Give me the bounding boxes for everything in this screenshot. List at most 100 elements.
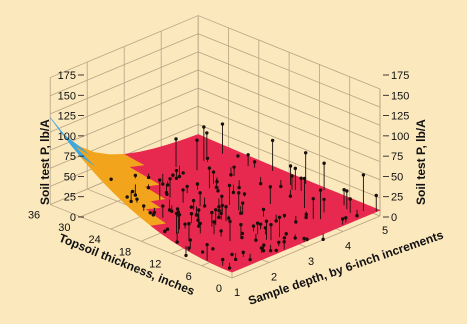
data-point [148,211,152,215]
depth-tick-label: 2 [271,272,277,284]
data-point [205,131,209,135]
data-point [261,207,266,212]
z-tick-label-left: 50 [64,171,76,183]
data-points [109,122,378,270]
data-point [174,137,178,141]
data-point [200,250,205,254]
data-point [345,189,349,193]
data-point [268,248,273,253]
data-point [189,205,194,209]
data-point [207,166,212,170]
data-point [174,168,179,173]
data-point [175,207,180,211]
data-point [219,211,223,216]
data-point [221,257,225,262]
data-point [191,198,196,203]
z-tick-label-right: 125 [391,111,409,123]
data-point [238,211,243,215]
data-point [187,222,191,226]
z-tick-label-left: 175 [58,70,76,82]
z-tick-label-left: 125 [58,111,76,123]
data-point [288,194,293,198]
x-tick-label: 6 [186,271,192,283]
data-point [220,194,224,198]
data-point [227,266,232,270]
data-point [171,173,175,177]
data-point [211,247,215,251]
data-point [129,199,133,204]
z-tick-label-right: 100 [391,131,409,143]
z-axis-right-label: Soil test P, lb/A [414,119,428,205]
data-point [304,212,308,217]
depth-tick-label: 1 [234,287,240,299]
x-tick-label: 12 [149,259,161,271]
data-point [175,240,179,244]
data-point [303,151,308,155]
z-tick-label-left: 0 [70,212,76,224]
data-point [269,223,273,227]
data-point [240,231,245,236]
data-point [196,224,201,228]
data-point [216,189,220,193]
data-point [302,236,306,241]
data-point [270,138,275,143]
data-point [133,173,138,178]
data-point [125,195,129,199]
data-point [236,154,240,158]
x-axis-ticks: 36 30 24 18 12 6 0 [28,210,222,295]
data-point [340,217,345,221]
data-point [185,184,189,189]
data-point [202,125,206,129]
data-point [290,174,294,178]
z-tick-label-left: 100 [58,131,76,143]
data-point [214,185,219,189]
data-point [242,192,247,196]
z-tick-label-left: 150 [58,90,76,102]
data-point [344,216,348,220]
data-point [210,210,214,215]
data-point [294,220,298,224]
data-point [161,204,165,208]
data-point [304,215,308,220]
data-point [252,160,257,164]
data-point [305,237,309,242]
z-axis-left-ticks: 0 25 50 75 100 125 150 175 [58,70,84,224]
z-tick-label-right: 25 [391,192,403,204]
data-point [233,257,238,262]
data-point [195,138,199,142]
x-tick-label: 18 [119,246,131,258]
x-tick-label: 36 [28,210,40,222]
data-point [130,189,135,194]
data-point [288,164,293,168]
data-point [348,197,352,201]
data-point [277,215,282,220]
data-point [189,212,194,216]
data-point [241,250,245,255]
depth-tick-label: 4 [345,241,351,253]
data-point [215,179,219,184]
data-point [239,222,243,227]
data-point [264,219,269,223]
data-point [217,209,221,213]
data-point [355,213,359,218]
data-point [224,205,228,209]
data-point [251,224,256,228]
data-point [274,248,278,253]
data-point [268,185,273,189]
data-point [181,188,185,192]
data-point [322,161,326,165]
z-tick-label-right: 150 [391,90,409,102]
z-axis-right-ticks: 0 25 50 75 100 125 150 175 [383,70,409,224]
data-point [299,176,303,180]
data-point [181,171,185,175]
data-point [158,178,162,182]
data-point [187,246,191,250]
data-point [198,221,202,226]
data-point [311,196,315,201]
data-point [282,236,287,240]
data-point [342,188,346,192]
z-tick-label-left: 75 [64,151,76,163]
data-point [109,177,113,181]
data-point [161,182,165,186]
data-point [194,213,199,217]
